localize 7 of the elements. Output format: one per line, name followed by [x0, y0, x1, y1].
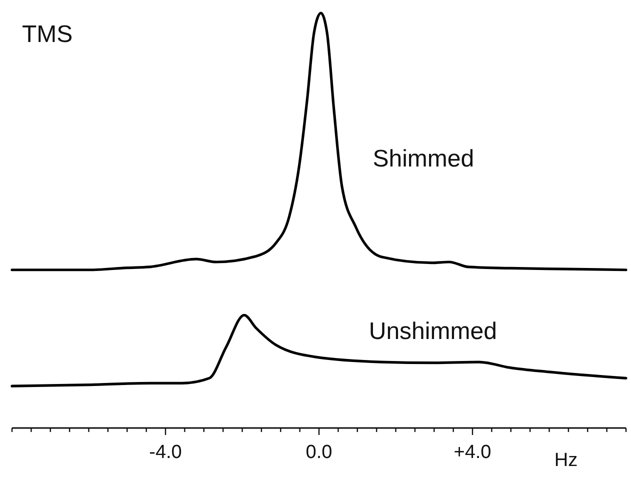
x-tick-label: 0.0: [306, 442, 332, 463]
chart-title: TMS: [22, 21, 73, 48]
x-axis-title: Hz: [554, 450, 578, 471]
series-label: Shimmed: [372, 146, 474, 173]
x-tick-label: -4.0: [149, 442, 182, 463]
series-label: Unshimmed: [368, 318, 497, 345]
x-tick-label: +4.0: [454, 442, 492, 463]
